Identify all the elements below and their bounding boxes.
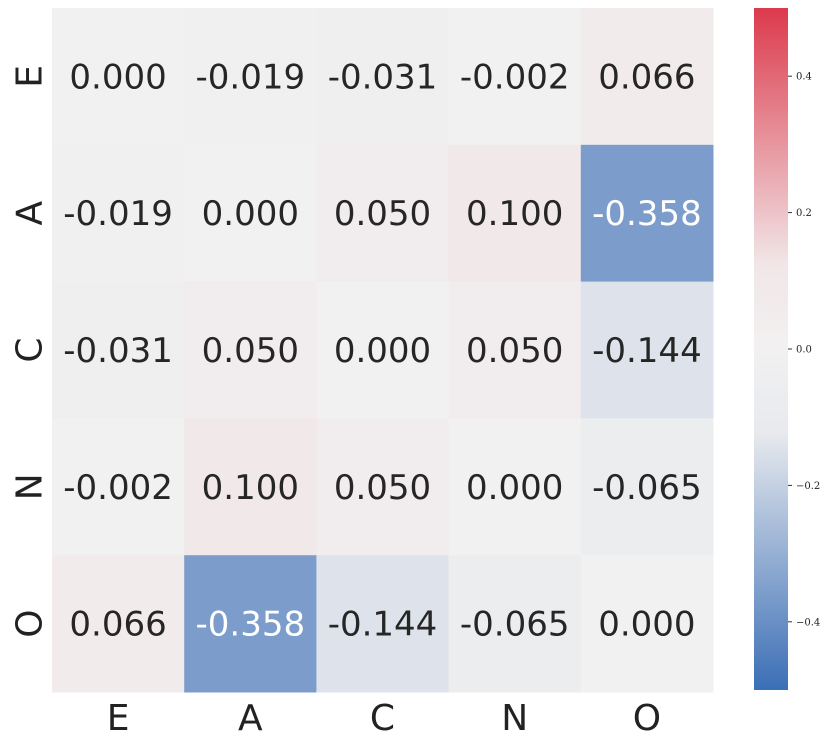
cell-value-label: 0.066: [69, 605, 166, 645]
cell-value-label: -0.019: [63, 194, 173, 234]
heatmap-cell-A-O: [580, 144, 714, 283]
cell-value-label: 0.050: [466, 331, 563, 371]
y-tick-label: N: [10, 473, 51, 500]
heatmap-cell-E-E: [52, 8, 185, 146]
cell-value-label: -0.144: [592, 331, 702, 371]
cell-value-label: -0.065: [460, 605, 570, 645]
cell-value-label: -0.065: [592, 468, 702, 508]
cell-value-label: -0.358: [592, 194, 702, 234]
heatmap-cell-N-N: [448, 418, 582, 556]
x-tick-label: N: [501, 698, 528, 739]
cell-value-label: 0.050: [202, 331, 299, 371]
cell-value-label: 0.050: [334, 468, 431, 508]
heatmap-cell-C-E: [52, 281, 185, 419]
cell-value-label: 0.000: [69, 57, 166, 97]
y-tick-label: A: [10, 201, 51, 226]
heatmap-cell-A-E: [52, 144, 185, 283]
heatmap-cell-N-C: [316, 418, 450, 556]
colorbar-tick-label: 0.4: [796, 72, 812, 83]
heatmap-cell-C-C: [316, 281, 450, 419]
heatmap-cell-N-A: [184, 418, 317, 556]
colorbar-tick-label: 0.2: [796, 208, 812, 219]
cell-value-label: -0.031: [328, 57, 438, 97]
y-tick-label: O: [10, 609, 51, 637]
heatmap-cell-E-A: [184, 8, 317, 146]
cell-value-label: 0.000: [202, 194, 299, 234]
x-tick-label: O: [633, 698, 661, 739]
heatmap-cell-A-N: [448, 144, 582, 283]
heatmap-cell-C-A: [184, 281, 317, 419]
cell-value-label: -0.144: [328, 605, 438, 645]
heatmap-cell-C-N: [448, 281, 582, 419]
heatmap-cell-N-E: [52, 418, 185, 556]
heatmap-cell-E-C: [316, 8, 450, 146]
cell-value-label: -0.002: [460, 57, 570, 97]
cell-value-label: -0.002: [63, 468, 173, 508]
heatmap-cell-E-O: [580, 8, 714, 146]
cell-value-label: 0.000: [598, 605, 695, 645]
cell-value-label: 0.050: [334, 194, 431, 234]
cell-value-label: 0.100: [466, 194, 563, 234]
cell-value-label: 0.066: [598, 57, 695, 97]
cell-value-label: -0.019: [195, 57, 305, 97]
heatmap-cell-C-O: [580, 281, 714, 419]
cell-value-label: 0.000: [466, 468, 563, 508]
x-tick-label: C: [370, 698, 395, 739]
heatmap-cell-O-C: [316, 555, 450, 693]
heatmap-cell-E-N: [448, 8, 582, 146]
colorbar: [754, 8, 788, 690]
x-tick-label: E: [107, 698, 130, 739]
cell-value-label: 0.100: [202, 468, 299, 508]
heatmap-cell-O-A: [184, 555, 317, 693]
heatmap-cell-O-E: [52, 555, 185, 693]
y-tick-label: C: [10, 337, 51, 362]
heatmap-cell-O-N: [448, 555, 582, 693]
colorbar-tick-label: −0.4: [796, 617, 820, 628]
y-tick-label: E: [10, 65, 51, 88]
cell-value-label: -0.031: [63, 331, 173, 371]
heatmap-cell-A-A: [184, 144, 317, 283]
cell-value-label: -0.358: [195, 605, 305, 645]
x-tick-label: A: [238, 698, 263, 739]
heatmap-cell-O-O: [580, 555, 714, 693]
heatmap-cell-N-O: [580, 418, 714, 556]
heatmap-cell-A-C: [316, 144, 450, 283]
colorbar-tick-label: −0.2: [796, 481, 820, 492]
colorbar-tick-label: 0.0: [796, 345, 812, 356]
cell-value-label: 0.000: [334, 331, 431, 371]
